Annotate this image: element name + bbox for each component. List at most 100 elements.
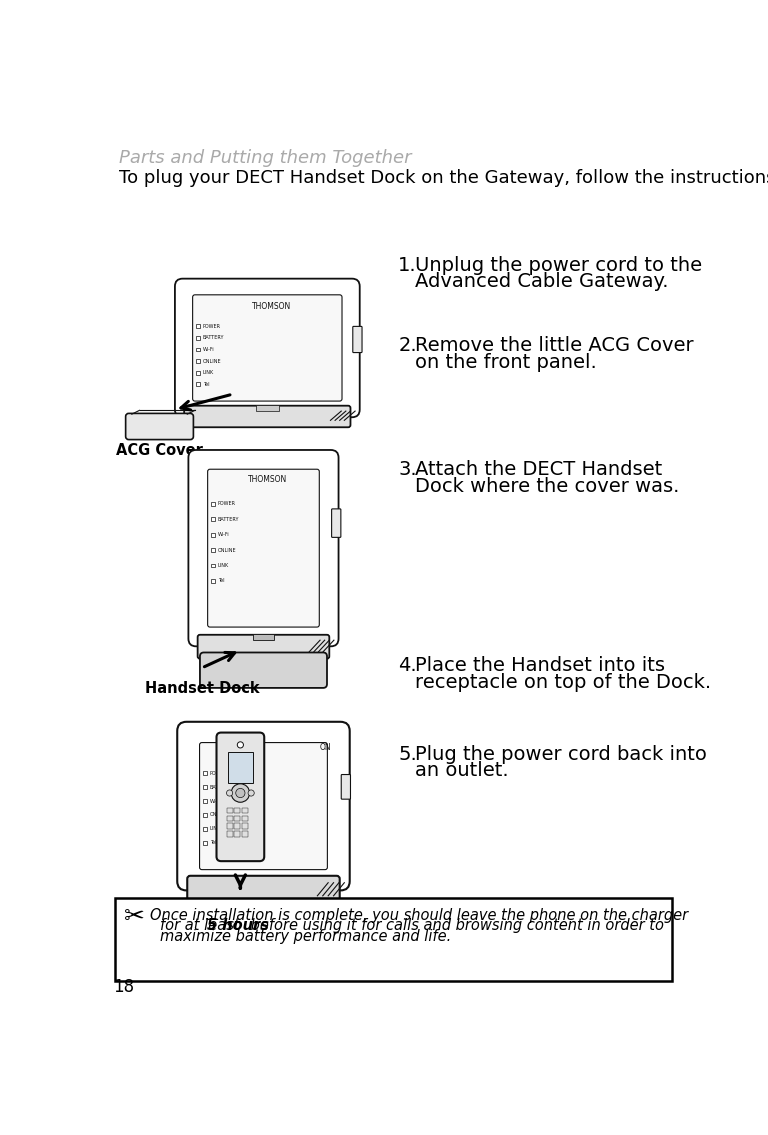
Text: Attach the DECT Handset: Attach the DECT Handset bbox=[415, 460, 663, 479]
Circle shape bbox=[227, 790, 233, 796]
Text: Wi-Fi: Wi-Fi bbox=[203, 347, 214, 352]
Bar bbox=[197, 359, 200, 363]
Text: 18: 18 bbox=[114, 978, 134, 997]
Bar bbox=[211, 548, 215, 552]
FancyBboxPatch shape bbox=[187, 876, 339, 903]
Text: Unplug the power cord to the: Unplug the power cord to the bbox=[415, 255, 702, 275]
Bar bbox=[227, 831, 233, 836]
FancyBboxPatch shape bbox=[207, 469, 319, 627]
Bar bbox=[227, 823, 233, 829]
Text: THOMSON: THOMSON bbox=[248, 474, 287, 484]
Bar bbox=[234, 831, 240, 836]
FancyBboxPatch shape bbox=[200, 742, 327, 869]
Text: an outlet.: an outlet. bbox=[415, 762, 508, 781]
Bar bbox=[256, 405, 279, 411]
Text: To plug your DECT Handset Dock on the Gateway, follow the instructions below:: To plug your DECT Handset Dock on the Ga… bbox=[120, 169, 768, 187]
Text: for at least: for at least bbox=[160, 918, 243, 933]
FancyBboxPatch shape bbox=[217, 732, 264, 861]
Bar bbox=[204, 799, 207, 804]
Bar bbox=[211, 564, 215, 568]
Bar bbox=[227, 816, 233, 821]
Bar bbox=[211, 502, 215, 506]
Text: ON: ON bbox=[319, 743, 331, 753]
Text: Dock where the cover was.: Dock where the cover was. bbox=[415, 477, 680, 496]
Bar bbox=[204, 813, 207, 817]
FancyBboxPatch shape bbox=[200, 653, 327, 688]
Bar bbox=[197, 371, 200, 375]
Text: 2.: 2. bbox=[399, 336, 417, 355]
Circle shape bbox=[248, 790, 254, 796]
Bar bbox=[211, 532, 215, 537]
Circle shape bbox=[236, 789, 245, 798]
Text: ACG Cover: ACG Cover bbox=[116, 444, 203, 459]
Text: THOMSON: THOMSON bbox=[252, 302, 291, 311]
Bar bbox=[242, 823, 248, 829]
Text: POWER: POWER bbox=[203, 323, 220, 329]
Text: Tel: Tel bbox=[210, 840, 216, 846]
Circle shape bbox=[237, 742, 243, 748]
FancyBboxPatch shape bbox=[126, 413, 194, 439]
Text: POWER: POWER bbox=[217, 502, 236, 506]
Bar bbox=[197, 347, 200, 352]
Text: LINK: LINK bbox=[217, 563, 229, 568]
Text: Place the Handset into its: Place the Handset into its bbox=[415, 656, 665, 675]
Text: Remove the little ACG Cover: Remove the little ACG Cover bbox=[415, 336, 694, 355]
Text: before using it for calls and browsing content in order to: before using it for calls and browsing c… bbox=[246, 918, 664, 933]
FancyBboxPatch shape bbox=[175, 279, 359, 418]
Text: Parts and Putting them Together: Parts and Putting them Together bbox=[120, 150, 412, 167]
Bar bbox=[211, 518, 215, 521]
FancyBboxPatch shape bbox=[184, 405, 350, 427]
Bar bbox=[204, 772, 207, 775]
FancyBboxPatch shape bbox=[193, 295, 342, 401]
FancyBboxPatch shape bbox=[353, 327, 362, 353]
Bar bbox=[197, 336, 200, 339]
Text: ONLINE: ONLINE bbox=[217, 547, 237, 553]
Text: 5 hours: 5 hours bbox=[207, 918, 270, 933]
Bar bbox=[242, 816, 248, 821]
Text: ONLINE: ONLINE bbox=[210, 813, 228, 817]
Bar bbox=[234, 816, 240, 821]
Bar bbox=[242, 831, 248, 836]
Bar bbox=[204, 785, 207, 789]
Bar bbox=[242, 808, 248, 814]
Text: BATTERY: BATTERY bbox=[217, 516, 239, 522]
Bar bbox=[197, 382, 200, 386]
Text: maximize battery performance and life.: maximize battery performance and life. bbox=[160, 928, 451, 943]
Text: 5.: 5. bbox=[399, 745, 417, 764]
Text: Tel: Tel bbox=[217, 579, 224, 583]
Text: Wi-Fi: Wi-Fi bbox=[217, 532, 230, 537]
Text: Advanced Cable Gateway.: Advanced Cable Gateway. bbox=[415, 272, 669, 292]
Text: LINK: LINK bbox=[210, 826, 221, 831]
Bar bbox=[234, 823, 240, 829]
Text: Wi-Fi: Wi-Fi bbox=[210, 799, 221, 804]
Text: BATTERY: BATTERY bbox=[203, 336, 224, 340]
Text: Handset Dock: Handset Dock bbox=[144, 681, 259, 696]
FancyBboxPatch shape bbox=[197, 634, 329, 658]
Text: 4.: 4. bbox=[399, 656, 417, 675]
FancyBboxPatch shape bbox=[177, 722, 349, 891]
Bar bbox=[204, 841, 207, 844]
FancyBboxPatch shape bbox=[332, 508, 341, 537]
Text: POWER: POWER bbox=[210, 771, 227, 776]
Text: Tel: Tel bbox=[203, 381, 209, 387]
Bar bbox=[211, 579, 215, 582]
Bar bbox=[227, 808, 233, 814]
Bar bbox=[253, 634, 274, 640]
Circle shape bbox=[231, 784, 250, 802]
Bar bbox=[197, 325, 200, 328]
Text: ✂: ✂ bbox=[124, 906, 145, 930]
Text: Once installation is complete, you should leave the phone on the charger: Once installation is complete, you shoul… bbox=[151, 908, 688, 923]
Text: on the front panel.: on the front panel. bbox=[415, 353, 597, 372]
Text: LINK: LINK bbox=[203, 370, 214, 375]
Bar bbox=[115, 898, 672, 981]
Text: ONLINE: ONLINE bbox=[203, 359, 221, 363]
Bar bbox=[228, 753, 253, 783]
Text: 3.: 3. bbox=[399, 460, 417, 479]
Text: Plug the power cord back into: Plug the power cord back into bbox=[415, 745, 707, 764]
Bar bbox=[204, 827, 207, 831]
Text: receptacle on top of the Dock.: receptacle on top of the Dock. bbox=[415, 673, 711, 692]
Text: BATTERY: BATTERY bbox=[210, 784, 231, 790]
FancyBboxPatch shape bbox=[188, 449, 339, 646]
FancyBboxPatch shape bbox=[341, 774, 350, 799]
Bar bbox=[234, 808, 240, 814]
